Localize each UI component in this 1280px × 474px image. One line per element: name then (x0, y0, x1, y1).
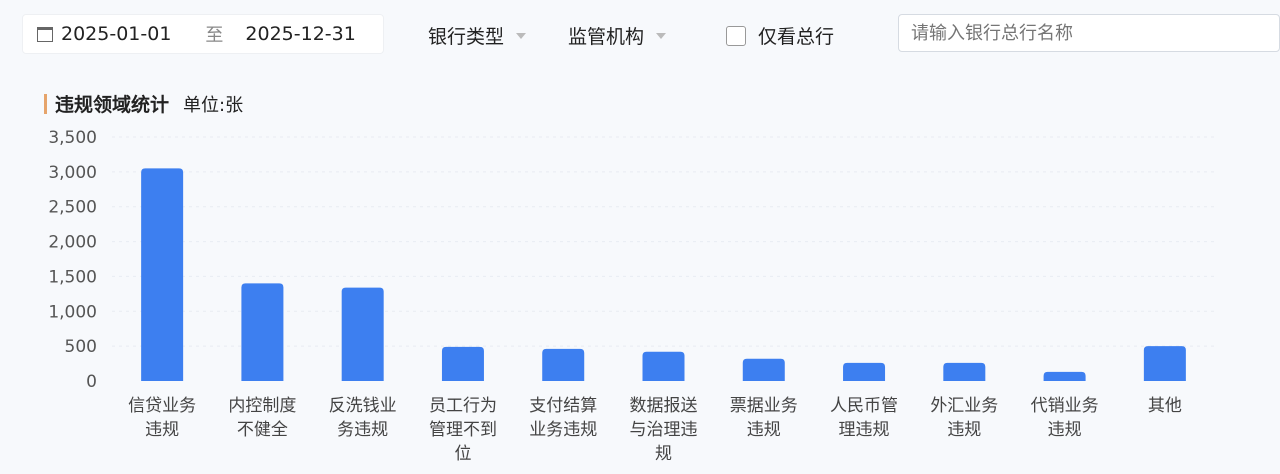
filter-bar: 2025-01-01 至 2025-12-31 银行类型 监管机构 仅看总行 (22, 14, 1280, 54)
bar (1143, 346, 1186, 381)
bar (141, 168, 184, 381)
x-tick-label: 其他 (1148, 396, 1182, 416)
y-tick-label: 2,000 (48, 233, 97, 253)
bar (341, 287, 384, 381)
bar (742, 358, 785, 381)
x-tick-label: 反洗钱业务违规 (329, 396, 397, 440)
y-tick-label: 1,500 (48, 267, 97, 287)
x-tick-label: 员工行为管理不到位 (429, 396, 497, 464)
bar (642, 351, 685, 381)
x-tick-label: 内控制度不健全 (228, 396, 296, 440)
regulator-label: 监管机构 (568, 26, 645, 48)
bar (542, 348, 585, 381)
x-tick-label: 支付结算业务违规 (529, 396, 597, 440)
x-tick-label: 数据报送与治理违规 (630, 396, 698, 464)
x-tick-label: 代销业务违规 (1031, 396, 1099, 440)
regulator-select[interactable]: 监管机构 (568, 22, 667, 49)
x-tick-label: 外汇业务违规 (930, 396, 998, 440)
caret-down-icon (516, 32, 527, 39)
bar (943, 362, 986, 381)
y-tick-label: 3,000 (48, 163, 97, 183)
bank-search-input[interactable] (898, 14, 1280, 52)
y-tick-label: 0 (86, 372, 97, 392)
date-start[interactable]: 2025-01-01 (61, 23, 172, 45)
y-tick-label: 1,000 (48, 302, 97, 322)
bar (241, 283, 284, 381)
y-tick-label: 3,500 (48, 128, 97, 148)
bar (1043, 371, 1086, 381)
chart-unit: 单位:张 (183, 94, 244, 116)
caret-down-icon (656, 32, 667, 39)
y-tick-label: 2,500 (48, 198, 97, 218)
checkbox-icon[interactable] (726, 25, 746, 46)
checkbox-label: 仅看总行 (758, 26, 835, 48)
chart-title: 违规领域统计 (55, 94, 170, 116)
date-range-picker[interactable]: 2025-01-01 至 2025-12-31 (22, 14, 384, 54)
bank-type-label: 银行类型 (428, 26, 505, 48)
date-end[interactable]: 2025-12-31 (245, 23, 356, 45)
x-tick-label: 人民币管理违规 (830, 396, 898, 440)
x-tick-label: 信贷业务违规 (128, 396, 196, 440)
y-tick-label: 500 (65, 337, 97, 357)
head-office-checkbox[interactable]: 仅看总行 (726, 22, 834, 49)
chart-header: 违规领域统计 单位:张 (44, 90, 243, 117)
calendar-icon (37, 26, 53, 42)
bank-type-select[interactable]: 银行类型 (428, 22, 527, 49)
x-tick-label: 票据业务违规 (730, 396, 798, 440)
bar (843, 362, 886, 381)
bar (441, 346, 484, 381)
title-accent (44, 93, 47, 114)
date-separator: 至 (205, 25, 224, 46)
